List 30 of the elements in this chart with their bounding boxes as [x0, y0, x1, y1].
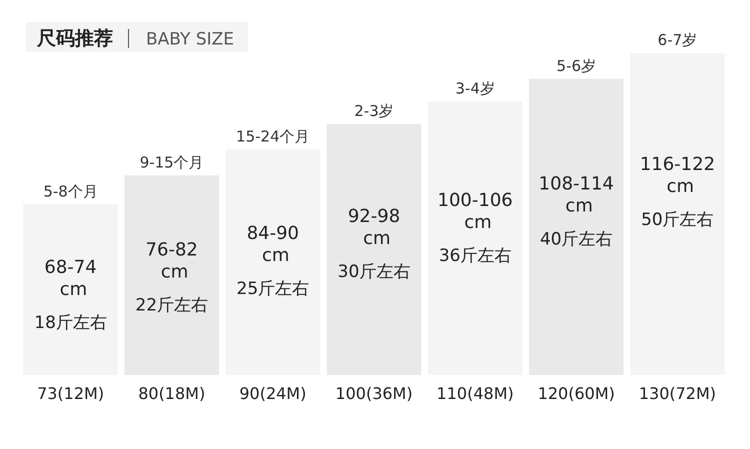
- annotation: 2-3岁: [354, 102, 394, 120]
- annotation: 5-6岁: [556, 56, 596, 75]
- annotation: 5-8个月: [43, 182, 98, 200]
- annotation: 30斤左右: [338, 262, 410, 282]
- annotation: 116-122 cm: [640, 154, 716, 197]
- annotation: 18斤左右: [34, 313, 107, 334]
- annotation: 76-82 cm: [146, 240, 198, 283]
- annotation: 25斤左右: [236, 279, 310, 300]
- annotation: 68-74 cm: [44, 257, 97, 300]
- annotation: 40斤左右: [540, 230, 613, 250]
- annotation: 22斤左右: [135, 296, 208, 316]
- annotation: 50斤左右: [641, 210, 714, 230]
- x-tick-label: 73(12M): [37, 384, 104, 403]
- annotation: 9-15个月: [140, 153, 204, 172]
- chart-title: 尺码推荐: [36, 28, 113, 50]
- annotation: 108-114 cm: [538, 174, 614, 217]
- annotation: 3-4岁: [455, 79, 495, 98]
- annotation: 15-24个月: [236, 128, 310, 146]
- x-tick-label: 80(18M): [138, 384, 206, 403]
- annotation: 6-7岁: [658, 31, 698, 49]
- annotation: 92-98 cm: [348, 206, 400, 249]
- x-tick-label: 110(48M): [436, 384, 514, 403]
- annotation: 36斤左右: [438, 246, 512, 266]
- annotation: 84-90 cm: [246, 223, 300, 266]
- chart-subtitle: BABY SIZE: [146, 30, 234, 50]
- x-tick-label: 100(36M): [335, 384, 413, 403]
- x-tick-label: 130(72M): [638, 384, 716, 403]
- annotation: 100-106 cm: [438, 190, 513, 234]
- x-tick-label: 120(60M): [538, 384, 615, 403]
- x-tick-label: 90(24M): [239, 384, 306, 403]
